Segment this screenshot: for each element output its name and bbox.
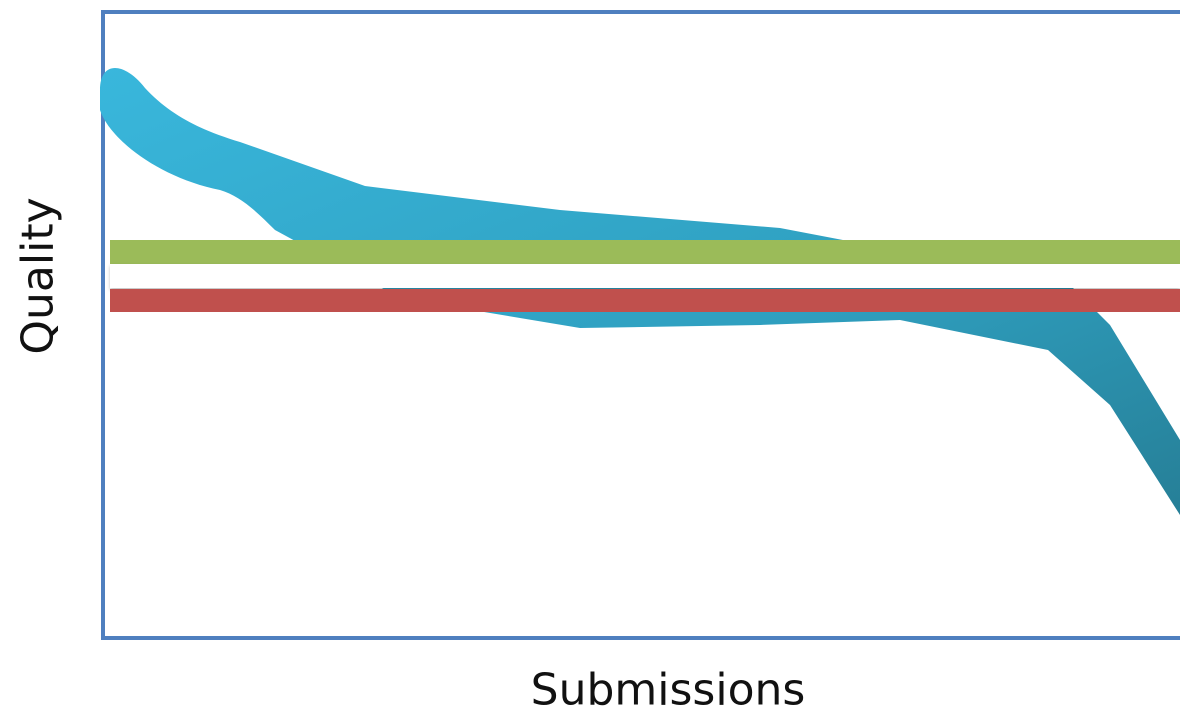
red-line [110,289,1180,312]
white-line [110,264,1180,288]
plot-frame [101,10,1180,640]
x-axis-label: Submissions [530,664,806,716]
green-line [110,240,1180,264]
y-axis-label: Quality [12,197,64,355]
